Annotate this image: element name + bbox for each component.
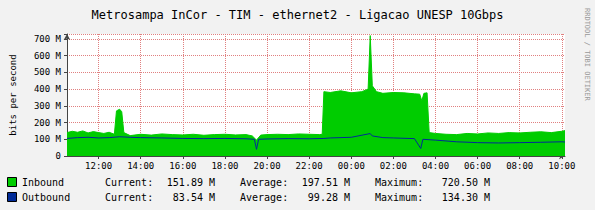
svg-text:151.89 M: 151.89 M <box>167 177 215 188</box>
svg-text:02:00: 02:00 <box>380 161 407 171</box>
svg-text:197.51 M: 197.51 M <box>302 177 350 188</box>
svg-text:300 M: 300 M <box>34 101 62 111</box>
svg-text:Maximum:: Maximum: <box>375 192 423 203</box>
svg-text:83.54 M: 83.54 M <box>173 192 215 203</box>
svg-text:0: 0 <box>56 151 61 161</box>
svg-text:100 M: 100 M <box>34 134 62 144</box>
svg-text:Current:: Current: <box>105 192 153 203</box>
svg-text:16:00: 16:00 <box>169 161 196 171</box>
svg-text:400 M: 400 M <box>34 84 62 94</box>
svg-text:Metrosampa InCor - TIM - ether: Metrosampa InCor - TIM - ethernet2 - Lig… <box>92 8 504 22</box>
svg-text:RRDTOOL / TOBI OETIKER: RRDTOOL / TOBI OETIKER <box>583 8 591 102</box>
svg-text:Inbound: Inbound <box>22 177 64 188</box>
svg-text:22:00: 22:00 <box>296 161 323 171</box>
svg-text:20:00: 20:00 <box>253 161 280 171</box>
svg-text:99.28 M: 99.28 M <box>308 192 350 203</box>
svg-text:08:00: 08:00 <box>506 161 533 171</box>
svg-text:200 M: 200 M <box>34 118 62 128</box>
svg-text:04:00: 04:00 <box>422 161 449 171</box>
svg-text:500 M: 500 M <box>34 67 62 77</box>
svg-text:Outbound: Outbound <box>22 192 70 203</box>
svg-text:600 M: 600 M <box>34 51 62 61</box>
svg-text:Average:: Average: <box>240 192 288 203</box>
svg-text:134.30 M: 134.30 M <box>442 192 490 203</box>
svg-text:700 M: 700 M <box>34 34 62 44</box>
svg-text:14:00: 14:00 <box>127 161 154 171</box>
svg-text:Current:: Current: <box>105 177 153 188</box>
svg-text:12:00: 12:00 <box>85 161 112 171</box>
svg-text:Average:: Average: <box>240 177 288 188</box>
svg-text:18:00: 18:00 <box>211 161 238 171</box>
svg-text:10:00: 10:00 <box>548 161 575 171</box>
svg-text:Maximum:: Maximum: <box>375 177 423 188</box>
svg-text:00:00: 00:00 <box>338 161 365 171</box>
svg-text:06:00: 06:00 <box>464 161 491 171</box>
svg-text:bits per second: bits per second <box>8 54 18 135</box>
svg-text:720.50 M: 720.50 M <box>442 177 490 188</box>
